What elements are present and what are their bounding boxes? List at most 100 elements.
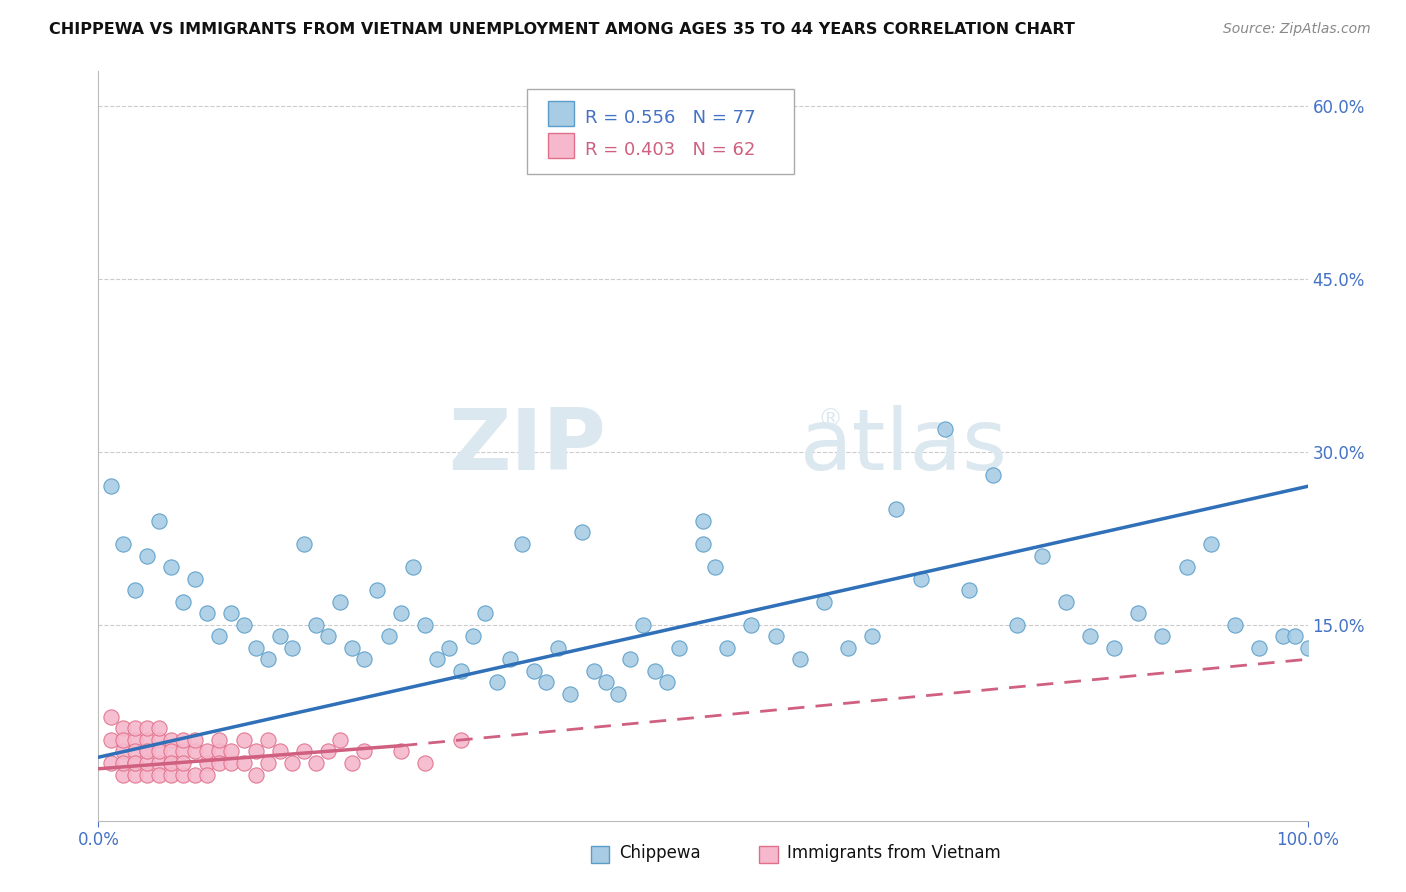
Point: [1078, 629, 1101, 643]
Point: [135, 744, 157, 758]
Point: [135, 733, 157, 747]
Point: [172, 733, 194, 747]
Text: R = 0.556   N = 77: R = 0.556 N = 77: [585, 109, 755, 127]
Point: [1272, 629, 1295, 643]
Point: [124, 756, 146, 770]
Point: [100, 479, 122, 493]
Text: ZIP: ZIP: [449, 404, 606, 488]
Point: [583, 664, 606, 678]
Point: [245, 767, 267, 781]
Point: [160, 733, 183, 747]
Point: [245, 640, 267, 655]
Point: [644, 664, 666, 678]
Point: [221, 744, 243, 758]
Point: [124, 733, 146, 747]
Point: [1249, 640, 1271, 655]
Point: [366, 583, 388, 598]
Point: [148, 767, 170, 781]
Point: [413, 756, 436, 770]
Point: [389, 606, 412, 620]
Point: [135, 549, 157, 563]
Point: [377, 629, 399, 643]
Point: [353, 652, 375, 666]
Point: [595, 675, 617, 690]
Point: [232, 756, 254, 770]
Text: CHIPPEWA VS IMMIGRANTS FROM VIETNAM UNEMPLOYMENT AMONG AGES 35 TO 44 YEARS CORRE: CHIPPEWA VS IMMIGRANTS FROM VIETNAM UNEM…: [49, 22, 1076, 37]
Point: [1223, 617, 1246, 632]
Point: [135, 744, 157, 758]
Point: [305, 756, 328, 770]
Point: [208, 629, 231, 643]
Point: [463, 629, 485, 643]
Point: [1296, 640, 1319, 655]
Point: [329, 594, 352, 608]
Point: [619, 652, 641, 666]
Point: [934, 422, 956, 436]
Point: [232, 733, 254, 747]
Point: [135, 722, 157, 736]
Point: [1175, 560, 1198, 574]
Point: [172, 767, 194, 781]
Point: [413, 617, 436, 632]
Point: [1152, 629, 1174, 643]
Point: [256, 756, 278, 770]
Point: [111, 756, 134, 770]
Point: [1284, 629, 1306, 643]
Point: [111, 537, 134, 551]
Point: [256, 652, 278, 666]
Point: [342, 756, 364, 770]
Point: [111, 767, 134, 781]
Point: [148, 722, 170, 736]
Point: [208, 756, 231, 770]
Point: [450, 733, 472, 747]
Point: [184, 733, 207, 747]
Point: [957, 583, 980, 598]
Point: [1031, 549, 1053, 563]
Point: [160, 767, 183, 781]
Point: [886, 502, 908, 516]
Point: [389, 744, 412, 758]
Point: [100, 733, 122, 747]
Point: [437, 640, 460, 655]
Text: ®: ®: [818, 408, 844, 432]
Point: [124, 756, 146, 770]
Point: [498, 652, 520, 666]
Point: [860, 629, 883, 643]
Point: [160, 756, 183, 770]
Point: [486, 675, 509, 690]
Point: [474, 606, 496, 620]
Point: [148, 744, 170, 758]
Point: [111, 733, 134, 747]
Point: [135, 756, 157, 770]
Point: [124, 767, 146, 781]
Point: [208, 733, 231, 747]
Point: [631, 617, 654, 632]
Point: [172, 594, 194, 608]
Point: [245, 744, 267, 758]
Point: [148, 733, 170, 747]
Point: [135, 767, 157, 781]
Point: [981, 467, 1004, 482]
Point: [100, 710, 122, 724]
Point: [329, 733, 352, 747]
Text: Source: ZipAtlas.com: Source: ZipAtlas.com: [1223, 22, 1371, 37]
Point: [195, 756, 218, 770]
Point: [111, 722, 134, 736]
Point: [124, 583, 146, 598]
Point: [124, 744, 146, 758]
Point: [184, 744, 207, 758]
Point: [716, 640, 738, 655]
Point: [655, 675, 678, 690]
Point: [342, 640, 364, 655]
Point: [148, 756, 170, 770]
Point: [607, 687, 630, 701]
Point: [837, 640, 859, 655]
Point: [1054, 594, 1077, 608]
Point: [292, 744, 315, 758]
Text: R = 0.403   N = 62: R = 0.403 N = 62: [585, 141, 755, 159]
Point: [402, 560, 425, 574]
Point: [184, 572, 207, 586]
Point: [172, 744, 194, 758]
Point: [148, 514, 170, 528]
Point: [1128, 606, 1150, 620]
